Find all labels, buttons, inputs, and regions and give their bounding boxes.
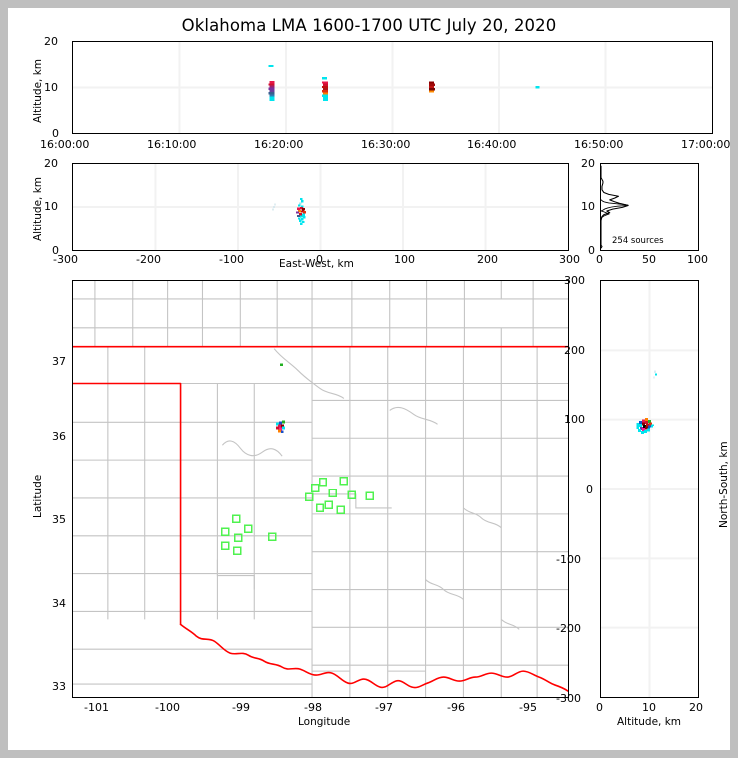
map-xtick-100: -100 [155, 701, 180, 714]
ew-xtick-3: 0 [316, 253, 323, 266]
time-altitude-plot [73, 42, 712, 133]
panel-altitude-northsouth[interactable] [600, 280, 699, 698]
ew-xtick-0: -300 [53, 253, 78, 266]
panel-altitude-histogram[interactable] [600, 163, 699, 251]
ns-axis-ylabel: North-South, km [718, 441, 730, 528]
ns-xtick-0: 0 [596, 701, 603, 714]
ew-axis-xlabel: East-West, km [279, 258, 354, 270]
time-ytick-20: 20 [44, 35, 58, 48]
time-xtick-5: 16:50:00 [574, 138, 624, 151]
time-ytick-0: 0 [52, 127, 59, 140]
panel-map[interactable] [72, 280, 569, 698]
figure-title: Oklahoma LMA 1600-1700 UTC July 20, 2020 [181, 16, 557, 35]
map-plot [73, 281, 568, 697]
ns-axis-xlabel: Altitude, km [617, 716, 682, 728]
panel-time-altitude[interactable] [72, 41, 713, 134]
ew-xtick-6: 300 [559, 253, 580, 266]
hist-xtick-50: 50 [642, 253, 656, 266]
map-ytick-36: 36 [52, 430, 66, 443]
panel-eastwest-altitude[interactable] [72, 163, 569, 251]
ns-ytick-neg300: -300 [556, 692, 581, 705]
source-count-annotation: 254 sources [612, 236, 664, 246]
ns-xtick-10: 10 [642, 701, 656, 714]
ew-axis-ylabel: Altitude, km [32, 176, 44, 241]
ns-ytick-neg200: -200 [556, 622, 581, 635]
time-ytick-10: 10 [44, 81, 58, 94]
ns-ytick-200: 200 [564, 344, 585, 357]
map-xtick-97: -97 [375, 701, 393, 714]
hist-xtick-100: 100 [687, 253, 708, 266]
map-ytick-34: 34 [52, 597, 66, 610]
ew-ytick-0: 0 [52, 244, 59, 257]
hist-ytick-20: 20 [581, 157, 595, 170]
time-xtick-2: 16:20:00 [254, 138, 304, 151]
time-axis-ylabel: Altitude, km [32, 58, 44, 123]
time-xtick-1: 16:10:00 [147, 138, 197, 151]
ns-ytick-neg100: -100 [556, 553, 581, 566]
map-ytick-35: 35 [52, 513, 66, 526]
hist-xtick-0: 0 [596, 253, 603, 266]
ns-ytick-100: 100 [564, 413, 585, 426]
hist-ytick-10: 10 [581, 200, 595, 213]
ew-ytick-20: 20 [44, 157, 58, 170]
time-xtick-0: 16:00:00 [40, 138, 90, 151]
ns-xtick-20: 20 [689, 701, 703, 714]
altitude-northsouth-plot [601, 281, 698, 697]
altitude-histogram-plot [601, 165, 629, 249]
map-xtick-98: -98 [304, 701, 322, 714]
map-ytick-37: 37 [52, 355, 66, 368]
time-xtick-6: 17:00:00 [681, 138, 731, 151]
ew-ytick-10: 10 [44, 200, 58, 213]
map-xtick-101: -101 [84, 701, 109, 714]
map-axis-xlabel: Longitude [298, 716, 351, 728]
hist-ytick-0: 0 [588, 244, 595, 257]
map-xtick-99: -99 [232, 701, 250, 714]
map-xtick-96: -96 [447, 701, 465, 714]
eastwest-altitude-plot [73, 164, 568, 250]
ns-ytick-0: 0 [586, 483, 593, 496]
time-xtick-3: 16:30:00 [361, 138, 411, 151]
ns-ytick-300: 300 [564, 274, 585, 287]
figure-canvas: Oklahoma LMA 1600-1700 UTC July 20, 2020 [8, 8, 730, 750]
time-xtick-4: 16:40:00 [467, 138, 517, 151]
ew-xtick-1: -200 [136, 253, 161, 266]
map-xtick-95: -95 [519, 701, 537, 714]
ew-xtick-5: 200 [477, 253, 498, 266]
map-ytick-33: 33 [52, 680, 66, 693]
ew-xtick-4: 100 [394, 253, 415, 266]
ew-xtick-2: -100 [219, 253, 244, 266]
map-axis-ylabel: Latitude [32, 474, 44, 518]
